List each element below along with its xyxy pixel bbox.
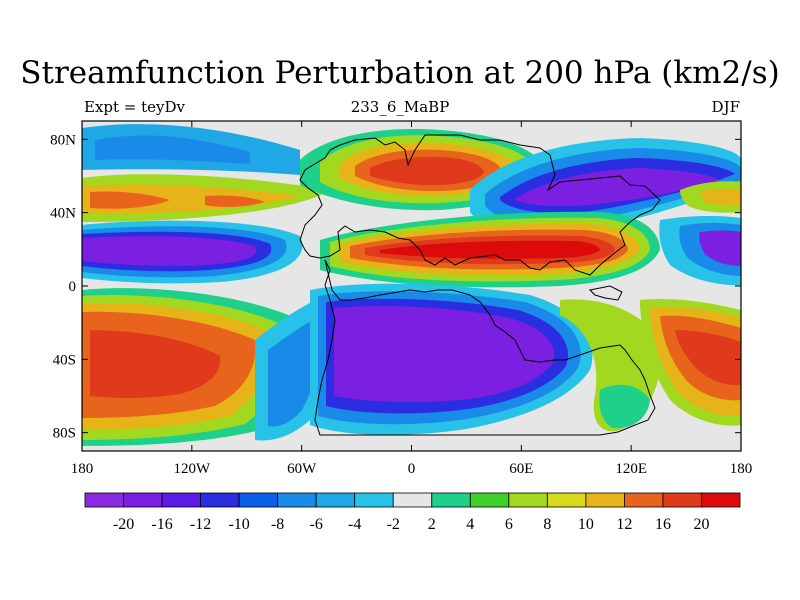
colorbar-swatch	[585, 492, 625, 508]
colorbar-swatch	[200, 492, 240, 508]
contour-low-pacific-tropical	[82, 220, 303, 284]
experiment-name: 233_6_MaBP	[350, 98, 450, 116]
contour-high-south-pacific	[82, 288, 304, 446]
colorbar-swatch	[161, 492, 201, 508]
lat-tick-label: 80N	[50, 132, 76, 148]
contour-low-southern-indian	[310, 283, 593, 435]
contour-low-eurasia	[470, 138, 741, 234]
colorbar: -20 -16 -12 -10 -8 -6 -4 -2 2 4 6 8 10 12 16 20	[84, 492, 741, 533]
colorbar-swatch	[508, 492, 548, 508]
coastline-overlay	[299, 134, 661, 436]
lon-tick-label: 0	[408, 461, 416, 477]
colorbar-label: -2	[387, 516, 400, 533]
colorbar-label: 2	[428, 516, 436, 533]
lon-tick-label: 180	[730, 461, 753, 477]
colorbar-label: 8	[543, 516, 551, 533]
map-area	[82, 121, 741, 451]
colorbar-swatch	[123, 492, 163, 508]
colorbar-label: -8	[271, 516, 284, 533]
lon-tick-label: 120E	[615, 461, 647, 477]
colorbar-swatch	[546, 492, 587, 508]
colorbar-swatch	[392, 492, 433, 508]
colorbar-label: 16	[655, 516, 671, 533]
colorbar-label: -4	[348, 516, 361, 533]
colorbar-label: -10	[228, 516, 249, 533]
plot-title: Streamfunction Perturbation at 200 hPa (…	[20, 55, 780, 91]
lat-tick-label: 40S	[53, 352, 76, 368]
experiment-label: Expt = teyDv	[84, 98, 186, 116]
colorbar-swatch	[354, 492, 394, 508]
colorbar-label: -20	[113, 516, 134, 533]
season-label: DJF	[711, 98, 740, 116]
colorbar-swatch	[431, 492, 471, 508]
colorbar-label: 20	[693, 516, 709, 533]
colorbar-label: -16	[151, 516, 172, 533]
colorbar-label: -12	[190, 516, 211, 533]
contour-low-east-edge	[659, 181, 741, 286]
lat-tick-label: 0	[69, 279, 77, 295]
lon-tick-label: 60W	[287, 461, 317, 477]
colorbar-swatch	[277, 492, 317, 508]
lon-tick-label: 120W	[173, 461, 211, 477]
colorbar-swatch	[315, 492, 356, 508]
contour-high-south-pacific-east	[640, 299, 741, 426]
lon-tick-label: 60E	[509, 461, 533, 477]
colorbar-swatch	[701, 492, 741, 508]
colorbar-swatch	[662, 492, 702, 508]
colorbar-swatch	[624, 492, 664, 508]
lat-tick-label: 80S	[53, 426, 76, 442]
contour-band-40n-west	[82, 174, 330, 222]
colorbar-label: 12	[616, 516, 632, 533]
lon-tick-label: 180	[71, 461, 94, 477]
latitude-axis: 80N 40N 0 40S 80S	[50, 132, 741, 442]
lat-tick-label: 40N	[50, 206, 76, 222]
longitude-axis: 180 120W 60W 0 60E 120E 180	[71, 121, 753, 477]
contour-band-north-high-lat	[82, 124, 300, 175]
contour-high-tropical-asia	[320, 211, 660, 288]
colorbar-label: 10	[578, 516, 594, 533]
colorbar-swatch	[84, 492, 124, 508]
colorbar-label: -6	[310, 516, 323, 533]
colorbar-swatch	[469, 492, 510, 508]
colorbar-swatch	[238, 492, 279, 508]
contour-band-south-indian	[560, 299, 661, 432]
colorbar-label: 4	[466, 516, 474, 533]
colorbar-label: 6	[505, 516, 513, 533]
